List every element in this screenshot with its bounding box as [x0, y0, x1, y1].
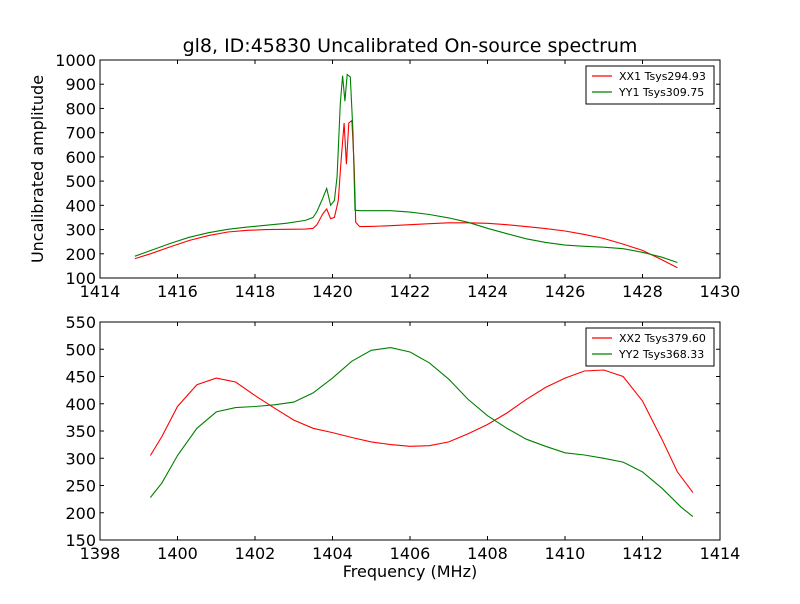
y-tick-label: 800 [65, 99, 96, 118]
y-axis-label: Uncalibrated amplitude [28, 75, 47, 263]
legend-box [585, 327, 715, 367]
legend: XX2 Tsys379.60 YY2 Tsys368.33 [585, 327, 715, 367]
legend-label: XX2 Tsys379.60 [619, 332, 706, 345]
legend: XX1 Tsys294.93 YY1 Tsys309.75 [585, 65, 715, 105]
x-tick-label: 1414 [700, 544, 741, 563]
x-axis-label: Frequency (MHz) [343, 562, 477, 581]
x-tick-label: 1414 [80, 282, 121, 301]
y-tick-label: 900 [65, 75, 96, 94]
y-tick-label: 350 [65, 422, 96, 441]
legend-box [585, 65, 715, 105]
x-tick-label: 1416 [157, 282, 198, 301]
x-tick-label: 1400 [157, 544, 198, 563]
x-tick-label: 1424 [467, 282, 508, 301]
x-tick-label: 1420 [312, 282, 353, 301]
y-tick-label: 250 [65, 477, 96, 496]
y-tick-label: 200 [65, 245, 96, 264]
y-tick-label: 300 [65, 449, 96, 468]
x-tick-label: 1430 [700, 282, 741, 301]
chart-title: gl8, ID:45830 Uncalibrated On-source spe… [183, 35, 638, 57]
series-line-1 [134, 119, 678, 269]
x-tick-label: 1398 [80, 544, 121, 563]
y-tick-label: 550 [65, 313, 96, 332]
y-tick-label: 400 [65, 395, 96, 414]
x-tick-label: 1408 [467, 544, 508, 563]
y-tick-label: 300 [65, 221, 96, 240]
y-tick-label: 1000 [55, 51, 96, 70]
x-tick-label: 1404 [312, 544, 353, 563]
series-line-1 [149, 369, 694, 493]
y-tick-label: 200 [65, 504, 96, 523]
x-tick-label: 1428 [622, 282, 663, 301]
x-tick-label: 1422 [390, 282, 431, 301]
legend-label: YY2 Tsys368.33 [618, 348, 704, 361]
bottom-panel: 1398 1400 1402 1404 1406 1408 1410 1412 1414 150 2… [65, 313, 740, 581]
y-tick-label: 500 [65, 340, 96, 359]
x-tick-label: 1402 [235, 544, 276, 563]
legend-label: XX1 Tsys294.93 [619, 70, 706, 83]
series-line-2 [134, 73, 678, 264]
legend-label: YY1 Tsys309.75 [618, 86, 704, 99]
y-tick-label: 100 [65, 269, 96, 288]
y-tick-label: 400 [65, 196, 96, 215]
x-tick-label: 1412 [622, 544, 663, 563]
y-tick-label: 450 [65, 368, 96, 387]
top-panel: 1414 1416 1418 1420 1422 1424 1426 1428 1430 100 2… [28, 35, 740, 301]
series-line-2 [149, 347, 694, 518]
y-tick-label: 700 [65, 124, 96, 143]
y-tick-label: 500 [65, 172, 96, 191]
x-tick-label: 1418 [235, 282, 276, 301]
x-tick-label: 1406 [390, 544, 431, 563]
x-tick-label: 1410 [545, 544, 586, 563]
x-tick-label: 1426 [545, 282, 586, 301]
y-tick-label: 150 [65, 531, 96, 550]
y-tick-label: 600 [65, 148, 96, 167]
